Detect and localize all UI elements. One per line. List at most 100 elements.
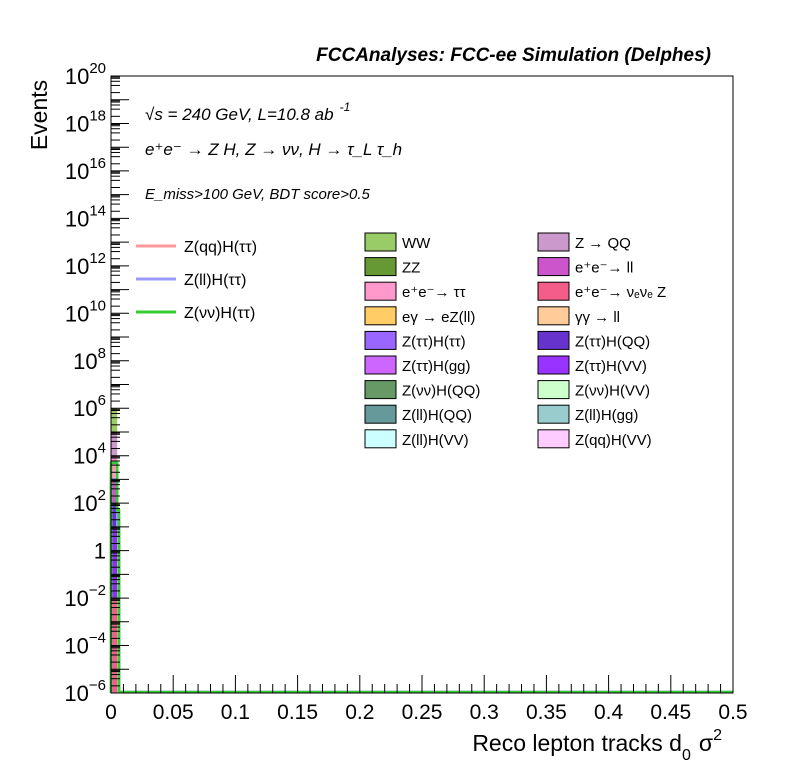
x-tick-label: 0.5: [718, 701, 747, 724]
y-tick-base: 10: [65, 254, 89, 279]
x-axis-label-sup: 2: [713, 727, 722, 744]
x-tick-label: 0.2: [345, 701, 374, 724]
x-tick-label: 0.3: [470, 701, 499, 724]
legend-swatch-z-qq: [537, 232, 570, 252]
y-tick-label: 1016: [65, 155, 106, 184]
legend-swatch-zz: [364, 257, 397, 277]
legend-label: Z(νν)H(QQ): [402, 383, 480, 400]
legend-swatch-z-ll-h-vv: [364, 429, 397, 449]
x-tick-label: 0.05: [153, 701, 194, 724]
y-tick-base: 10: [73, 491, 97, 516]
y-tick-label: 1018: [65, 107, 106, 136]
legend-label: γγ → ll: [575, 309, 620, 326]
y-tick-exponent: 16: [89, 155, 106, 172]
annotation-energy: √s = 240 GeV, L=10.8 ab -1: [145, 100, 350, 124]
y-tick-label: 1010: [65, 297, 106, 326]
legend-label: ZZ: [402, 260, 420, 277]
legend-swatch-z-h-vv: [537, 355, 570, 375]
y-tick-label: 10−2: [64, 582, 106, 611]
legend-label: Z(qq)H(VV): [575, 432, 652, 449]
y-tick-label: 1020: [65, 60, 106, 89]
bar-bin0-z-qq: [111, 431, 118, 456]
y-tick-exponent: 14: [89, 202, 106, 219]
legend-swatch-z-h: [364, 330, 397, 350]
legend-label: Z(qq)H(ττ): [184, 239, 257, 256]
legend-swatch-e-e-ll: [537, 257, 570, 277]
y-axis-label: Events: [26, 80, 52, 150]
legend-swatch-z-h-qq: [537, 330, 570, 350]
y-tick-exponent: 6: [98, 392, 106, 409]
x-tick-label: 0.45: [650, 701, 691, 724]
x-tick-label: 0.4: [594, 701, 624, 724]
legend-swatch-z-ll-h-gg: [537, 404, 570, 424]
legend-swatch-z-h-qq: [364, 380, 397, 400]
legend-label: Z(ττ)H(QQ): [575, 333, 650, 350]
bar-bin0-e-e-ll: [111, 479, 118, 504]
bar-bin0-ww: [111, 408, 118, 432]
y-tick-label: 108: [73, 345, 106, 374]
y-tick-base: 10: [65, 206, 89, 231]
legend-backgrounds: WW Z → QQ ZZ e⁺e⁻→ ll e⁺e⁻→ ττ e⁺e⁻→ νₑνₑ Z eγ…: [364, 232, 666, 449]
y-tick-base: 10: [64, 634, 88, 659]
y-tick-base: 10: [65, 159, 89, 184]
y-tick-exponent: 20: [89, 60, 106, 77]
annotation-selection: E_miss>100 GeV, BDT score>0.5: [145, 186, 370, 203]
signal-line-z-ll-h: [109, 478, 733, 694]
y-tick-exponent: −2: [89, 582, 106, 599]
y-tick-exponent: 2: [98, 487, 106, 504]
y-tick-base: 10: [65, 301, 89, 326]
signal-lines: [109, 461, 733, 694]
y-tick-exponent: 4: [98, 440, 106, 457]
y-tick-base: 10: [64, 586, 88, 611]
legend-label: Z(ll)H(VV): [402, 432, 469, 449]
y-tick-label: 106: [73, 392, 106, 421]
x-axis-label-sigma: σ: [699, 730, 713, 756]
y-tick-base: 1: [94, 539, 106, 564]
y-axis-ticks: 10−610−410−21102104106108101010121014101…: [64, 60, 129, 706]
x-axis-label-sub: 0: [682, 747, 691, 764]
x-axis-ticks: 0 0.05 0.1 0.15 0.2 0.25 0.3 0.35 0.4 0.45 0.5: [105, 675, 748, 724]
legend-label: Z(ττ)H(gg): [402, 358, 471, 375]
legend-swatch-e-e: [364, 281, 397, 301]
legend-swatch-e-e-z: [537, 281, 570, 301]
x-tick-label: 0.35: [526, 701, 567, 724]
y-tick-base: 10: [65, 64, 89, 89]
y-tick-label: 10−6: [64, 677, 106, 706]
y-tick-exponent: 12: [89, 250, 106, 267]
y-tick-label: 104: [73, 440, 106, 469]
legend-signals: Z(qq)H(ττ) Z(ll)H(ττ) Z(νν)H(ττ): [136, 239, 257, 322]
legend-label: Z(ll)H(gg): [575, 407, 638, 424]
legend-swatch-e-ez-ll: [364, 306, 397, 326]
x-tick-label: 0.25: [402, 701, 443, 724]
legend-label: Z(νν)H(VV): [575, 383, 650, 400]
legend-swatch-z-ll-h-qq: [364, 404, 397, 424]
x-axis-label-main: Reco lepton tracks d: [472, 730, 682, 756]
legend-label: Z(ll)H(ττ): [184, 272, 246, 289]
y-tick-base: 10: [65, 111, 89, 136]
y-tick-base: 10: [64, 681, 88, 706]
x-axis-label: Reco lepton tracks d0 σ2: [472, 727, 722, 764]
y-tick-label: 1012: [65, 250, 106, 279]
y-tick-exponent: −4: [89, 630, 106, 647]
y-tick-label: 102: [73, 487, 106, 516]
y-tick-base: 10: [73, 444, 97, 469]
annotation-energy-text: √s = 240 GeV, L=10.8 ab: [145, 105, 334, 124]
legend-swatch-ll: [537, 306, 570, 326]
legend-swatch-z-h-gg: [364, 355, 397, 375]
legend-label: WW: [402, 235, 431, 252]
legend-label: Z → QQ: [575, 235, 631, 252]
annotation-process: e⁺e⁻ → Z H, Z → νν, H → τ_L τ_h: [145, 140, 402, 159]
x-tick-label: 0: [105, 701, 117, 724]
x-tick-label: 0.1: [221, 701, 250, 724]
legend-label: Z(ll)H(QQ): [402, 407, 472, 424]
legend-label: Z(ττ)H(ττ): [402, 333, 466, 350]
y-tick-base: 10: [73, 349, 97, 374]
legend-label: e⁺e⁻→ ll: [575, 260, 633, 277]
signal-line-z-h: [109, 461, 733, 694]
bar-bin0-z-h-vv: [111, 526, 118, 599]
y-tick-base: 10: [73, 396, 97, 421]
signal-line-z-qq-h: [109, 466, 733, 694]
y-tick-exponent: −6: [89, 677, 106, 694]
y-tick-label: 1: [94, 539, 106, 564]
